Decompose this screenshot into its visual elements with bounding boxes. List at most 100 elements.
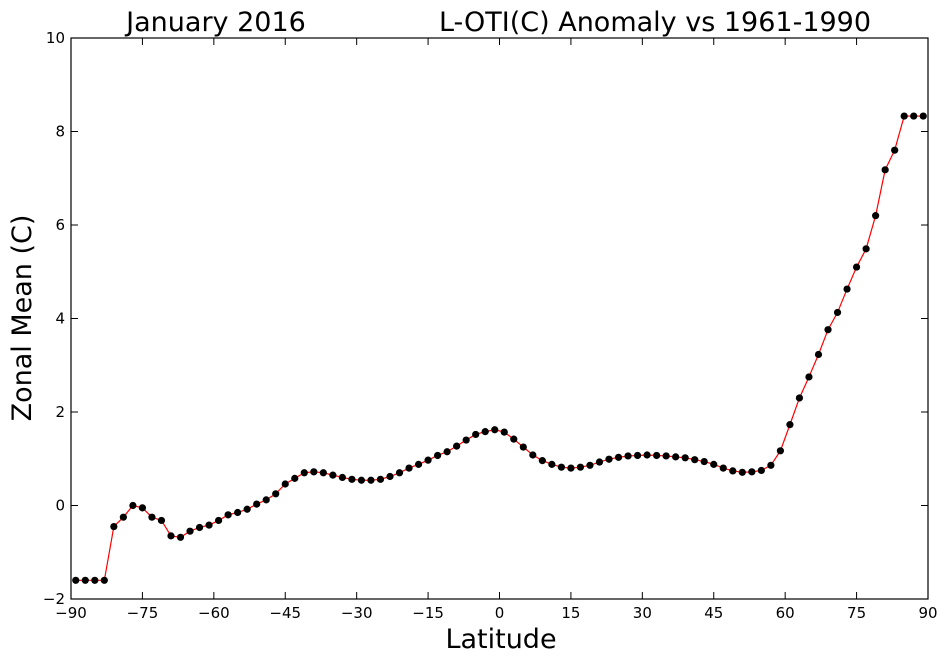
- data-point: [510, 435, 518, 443]
- data-point: [557, 463, 565, 471]
- data-point: [614, 453, 623, 461]
- series-layer: [72, 112, 927, 584]
- y-tick-label: 4: [55, 310, 65, 328]
- data-point: [129, 501, 137, 510]
- x-tick-label: 75: [847, 604, 866, 622]
- y-tick-label: 0: [55, 497, 65, 515]
- data-point: [538, 457, 546, 465]
- data-point: [272, 490, 280, 498]
- data-point: [729, 467, 737, 475]
- chart-title-left: January 2016: [124, 7, 306, 38]
- data-point: [786, 421, 794, 429]
- data-point: [681, 454, 689, 462]
- data-point: [138, 504, 147, 512]
- data-point: [224, 511, 232, 519]
- x-tick-label: 30: [633, 604, 652, 622]
- data-point: [891, 146, 899, 154]
- data-point: [567, 464, 575, 472]
- data-point: [500, 428, 508, 436]
- data-point: [453, 442, 461, 450]
- data-point: [643, 451, 651, 459]
- data-point: [910, 112, 918, 120]
- data-point: [653, 451, 661, 460]
- data-point: [424, 456, 432, 464]
- data-point: [319, 469, 327, 477]
- data-point: [100, 576, 108, 584]
- x-tick-label: −90: [55, 604, 87, 622]
- data-point: [367, 476, 375, 484]
- data-point: [624, 452, 632, 460]
- data-point: [195, 523, 204, 532]
- data-point: [662, 452, 670, 460]
- data-point: [395, 469, 404, 477]
- data-point: [472, 430, 480, 439]
- data-point: [300, 469, 308, 477]
- x-tick-label: −30: [341, 604, 373, 622]
- data-point: [357, 476, 366, 484]
- data-point: [843, 285, 851, 293]
- series-line: [75, 115, 924, 581]
- data-point: [586, 461, 594, 469]
- data-point: [633, 451, 642, 460]
- data-point: [205, 521, 213, 529]
- data-point: [329, 471, 337, 479]
- data-point: [186, 527, 194, 535]
- x-axis-label: Latitude: [445, 624, 556, 655]
- data-point: [81, 576, 89, 584]
- data-point: [434, 451, 442, 460]
- data-point: [176, 533, 185, 541]
- data-point: [833, 308, 842, 317]
- data-point: [481, 428, 489, 436]
- data-point: [414, 460, 423, 468]
- data-point: [91, 576, 99, 584]
- data-point: [281, 480, 289, 488]
- data-point: [376, 475, 385, 483]
- data-point: [862, 245, 870, 253]
- data-point: [576, 463, 585, 471]
- data-point: [348, 475, 356, 483]
- data-point: [405, 464, 413, 472]
- data-point: [310, 468, 318, 476]
- data-point: [110, 522, 118, 531]
- x-tick-label: 60: [776, 604, 795, 622]
- x-tick-label: 90: [918, 604, 937, 622]
- data-point: [605, 455, 613, 463]
- data-point: [157, 516, 166, 525]
- data-point: [443, 448, 451, 456]
- data-point: [748, 468, 756, 476]
- data-point: [243, 505, 251, 513]
- data-point: [881, 166, 889, 174]
- data-point: [919, 112, 927, 120]
- data-point: [795, 394, 804, 402]
- data-point: [262, 496, 270, 504]
- x-tick-label: −75: [127, 604, 159, 622]
- data-point: [700, 457, 708, 466]
- data-point: [595, 458, 604, 466]
- y-tick-label: 10: [46, 29, 65, 47]
- x-tick-label: −15: [412, 604, 444, 622]
- y-tick-label: 2: [55, 403, 65, 421]
- data-point: [805, 373, 813, 381]
- data-point: [167, 532, 175, 540]
- data-point: [72, 576, 80, 584]
- data-point: [710, 460, 718, 468]
- x-tick-label: 0: [495, 604, 505, 622]
- data-point: [767, 461, 775, 469]
- y-tick-label: −2: [43, 590, 65, 608]
- data-point: [519, 443, 527, 451]
- data-point: [757, 466, 765, 475]
- data-point: [529, 451, 537, 459]
- x-tick-label: 45: [704, 604, 723, 622]
- chart-title-right: L-OTI(C) Anomaly vs 1961-1990: [439, 7, 871, 38]
- data-point: [214, 516, 223, 525]
- data-point: [234, 508, 242, 517]
- data-point: [338, 473, 346, 482]
- data-point: [491, 426, 499, 434]
- x-tick-label: −45: [269, 604, 301, 622]
- data-point: [462, 436, 470, 444]
- data-point: [719, 464, 727, 472]
- data-point: [691, 456, 699, 464]
- data-point: [548, 460, 556, 468]
- data-point: [872, 212, 880, 220]
- data-point: [738, 468, 746, 476]
